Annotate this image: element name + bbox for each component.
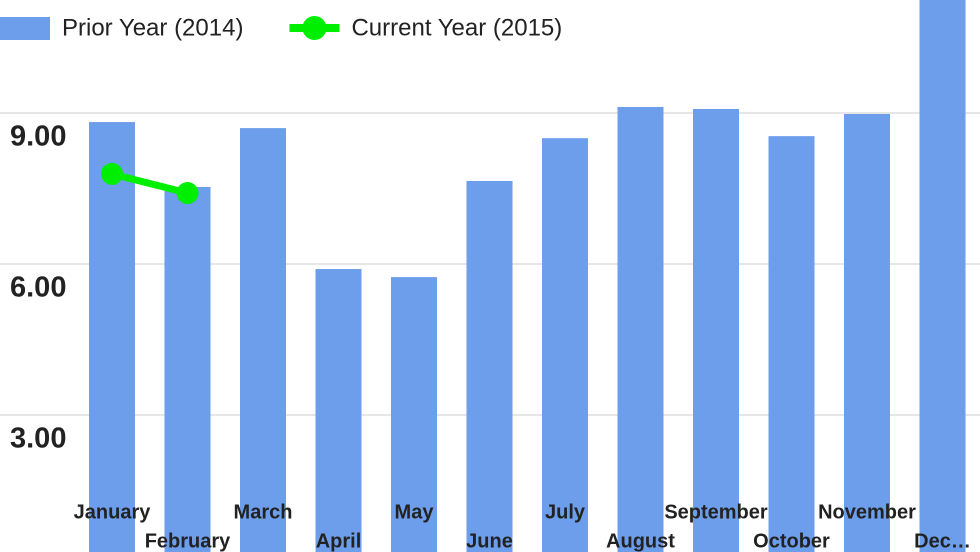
bar — [693, 108, 739, 552]
x-tick-label: Dec… — [914, 530, 971, 552]
bar — [844, 114, 890, 552]
bar — [919, 0, 966, 552]
bar — [164, 186, 211, 552]
bar — [240, 128, 286, 552]
x-tick-label: October — [753, 530, 830, 552]
legend-label: Prior Year (2014) — [62, 14, 243, 41]
x-tick-label: May — [395, 501, 435, 523]
bar — [466, 180, 513, 552]
bar — [617, 106, 664, 552]
legend-swatch — [302, 16, 327, 40]
y-tick-label: 9.00 — [10, 121, 66, 153]
x-tick-label: April — [316, 530, 362, 552]
y-tick-label: 3.00 — [10, 423, 66, 455]
point — [176, 182, 199, 205]
x-tick-label: June — [466, 530, 513, 552]
bar — [391, 277, 437, 552]
x-tick-label: September — [664, 501, 768, 523]
x-tick-label: March — [234, 501, 293, 523]
bar — [315, 269, 362, 552]
x-tick-label: February — [145, 530, 231, 552]
x-tick-label: July — [545, 501, 586, 523]
x-tick-label: November — [818, 501, 916, 523]
line — [111, 170, 189, 197]
y-tick-label: 6.00 — [10, 272, 66, 304]
legend-label: Current Year (2015) — [351, 14, 562, 41]
legend-swatch — [0, 17, 50, 40]
bar — [89, 122, 135, 552]
x-tick-label: January — [74, 501, 152, 523]
point — [101, 162, 123, 185]
x-tick-label: August — [606, 530, 675, 552]
bar — [768, 136, 815, 552]
bar — [542, 138, 588, 552]
